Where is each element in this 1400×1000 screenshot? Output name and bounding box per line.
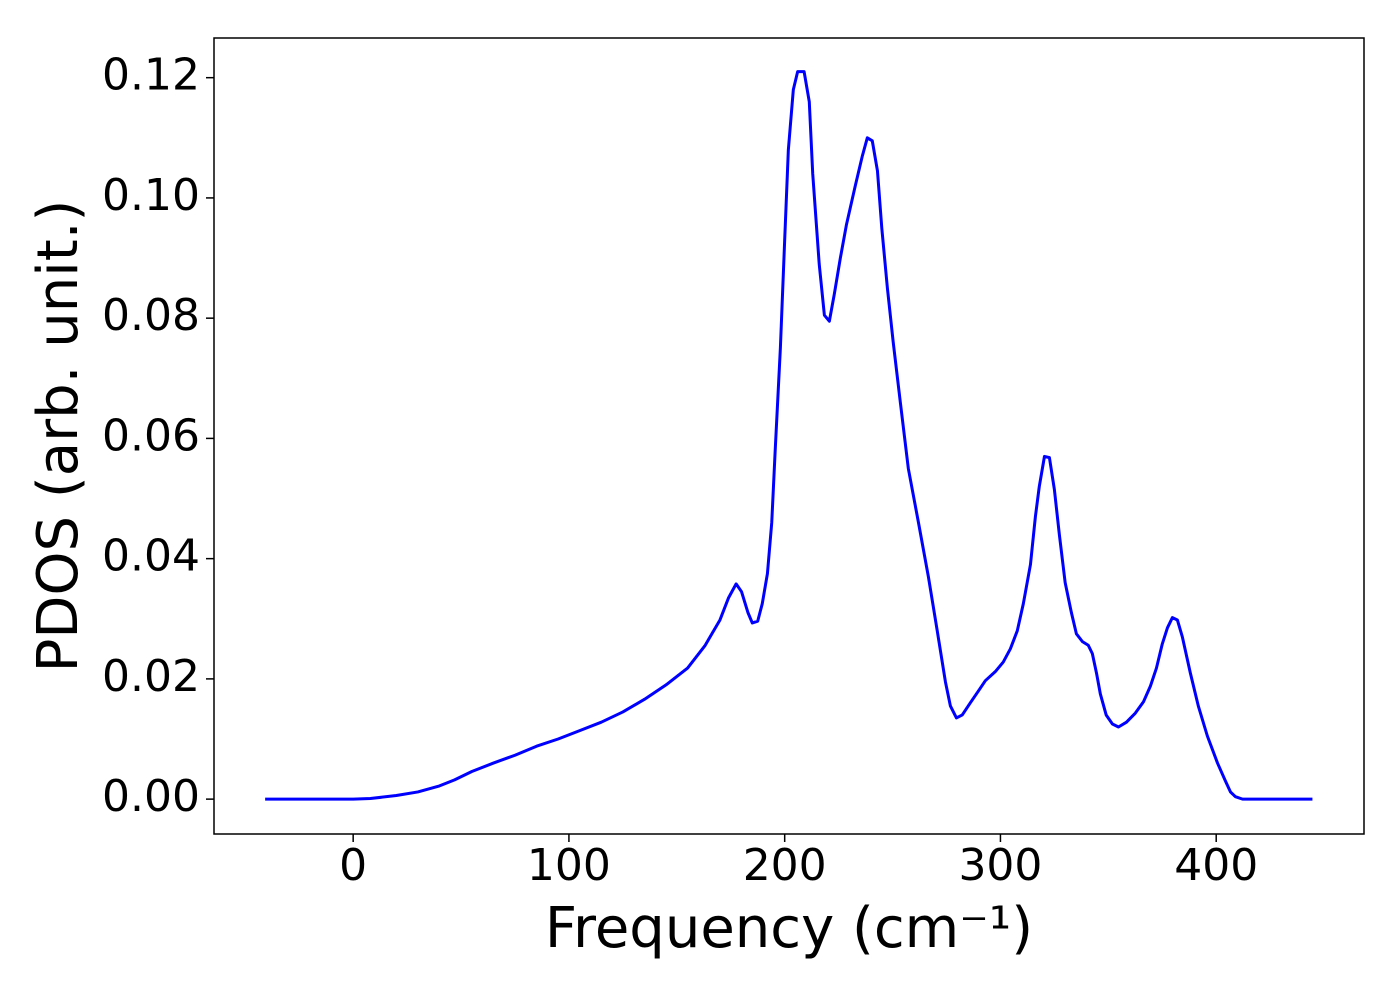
y-tick-label: 0.12 bbox=[102, 50, 200, 101]
y-tick-label: 0.02 bbox=[102, 651, 200, 702]
data-line bbox=[265, 70, 1313, 801]
plot-frame bbox=[213, 37, 1365, 835]
x-tick-label: 300 bbox=[958, 840, 1042, 891]
y-tick-label: 0.10 bbox=[102, 170, 200, 221]
y-tick-label: 0.00 bbox=[102, 771, 200, 822]
x-tick-label: 400 bbox=[1174, 840, 1258, 891]
y-tick-label: 0.04 bbox=[102, 531, 200, 582]
y-axis-label: PDOS (arb. unit.) bbox=[26, 200, 91, 673]
x-axis-label: Frequency (cm⁻¹) bbox=[545, 896, 1033, 961]
x-tick-label: 200 bbox=[743, 840, 827, 891]
y-tick-label: 0.08 bbox=[102, 290, 200, 341]
x-tick-label: 0 bbox=[339, 840, 367, 891]
x-tick-label: 100 bbox=[527, 840, 611, 891]
y-tick-label: 0.06 bbox=[102, 410, 200, 461]
